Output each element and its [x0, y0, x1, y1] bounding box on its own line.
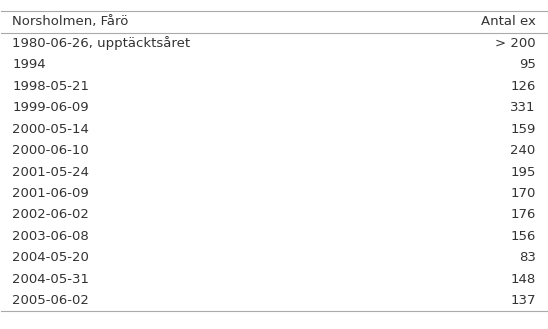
- Text: 1998-05-21: 1998-05-21: [12, 80, 89, 93]
- Text: Norsholmen, Fårö: Norsholmen, Fårö: [12, 15, 129, 28]
- Text: 2004-05-20: 2004-05-20: [12, 251, 89, 264]
- Text: 156: 156: [510, 230, 536, 243]
- Text: 195: 195: [510, 165, 536, 179]
- Text: 331: 331: [510, 101, 536, 114]
- Text: 2002-06-02: 2002-06-02: [12, 208, 89, 221]
- Text: 1980-06-26, upptäcktsåret: 1980-06-26, upptäcktsåret: [12, 37, 190, 50]
- Text: 2003-06-08: 2003-06-08: [12, 230, 89, 243]
- Text: 1994: 1994: [12, 58, 46, 71]
- Text: 2000-05-14: 2000-05-14: [12, 123, 89, 136]
- Text: 2001-05-24: 2001-05-24: [12, 165, 89, 179]
- Text: 83: 83: [519, 251, 536, 264]
- Text: 137: 137: [510, 294, 536, 307]
- Text: > 200: > 200: [495, 37, 536, 50]
- Text: 170: 170: [510, 187, 536, 200]
- Text: 2004-05-31: 2004-05-31: [12, 273, 89, 286]
- Text: 2001-06-09: 2001-06-09: [12, 187, 89, 200]
- Text: 126: 126: [510, 80, 536, 93]
- Text: 159: 159: [510, 123, 536, 136]
- Text: 2005-06-02: 2005-06-02: [12, 294, 89, 307]
- Text: 148: 148: [510, 273, 536, 286]
- Text: Antal ex: Antal ex: [481, 15, 536, 28]
- Text: 2000-06-10: 2000-06-10: [12, 144, 89, 157]
- Text: 95: 95: [519, 58, 536, 71]
- Text: 1999-06-09: 1999-06-09: [12, 101, 89, 114]
- Text: 176: 176: [510, 208, 536, 221]
- Text: 240: 240: [510, 144, 536, 157]
